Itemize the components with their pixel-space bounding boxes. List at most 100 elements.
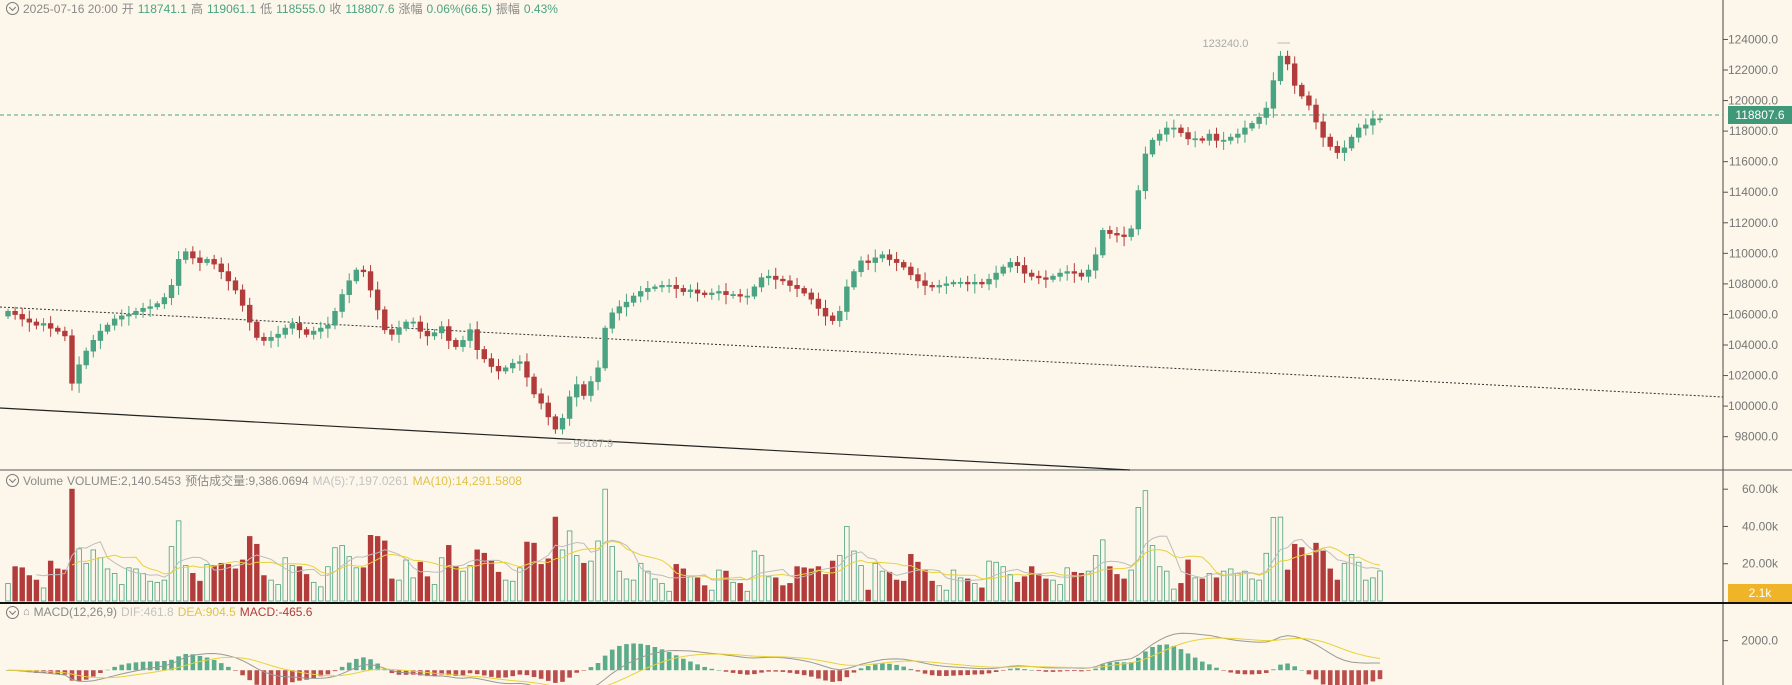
macd-bar bbox=[880, 663, 885, 671]
macd-bar bbox=[1086, 670, 1091, 671]
candle-body bbox=[225, 271, 232, 282]
price-tick-label: 122000.0 bbox=[1728, 63, 1778, 77]
candle-body bbox=[389, 329, 395, 335]
macd-bar bbox=[382, 668, 388, 671]
candle-body bbox=[1228, 136, 1234, 141]
candle-body bbox=[687, 289, 694, 292]
macd-bar bbox=[1249, 670, 1255, 675]
macd-bar bbox=[233, 670, 238, 671]
volume-bar bbox=[893, 579, 900, 602]
macd-bar bbox=[282, 670, 288, 685]
candle-body bbox=[147, 306, 153, 309]
candle-body bbox=[545, 402, 551, 418]
macd-bar bbox=[560, 670, 565, 682]
macd-bar bbox=[773, 670, 779, 672]
volume-bar bbox=[623, 578, 630, 602]
candle-body bbox=[872, 257, 878, 263]
macd-bar bbox=[361, 657, 366, 671]
volume-bar bbox=[161, 579, 168, 602]
volume-bar bbox=[630, 579, 637, 602]
volume-bar bbox=[1057, 584, 1063, 602]
candle-body bbox=[374, 289, 381, 311]
macd-value: MACD:-465.6 bbox=[239, 605, 313, 619]
low-value: 118555.0 bbox=[276, 1, 326, 16]
macd-bar bbox=[69, 670, 75, 681]
candle-body bbox=[794, 285, 800, 289]
trendline-dotted[interactable] bbox=[0, 306, 1724, 398]
volume-bar bbox=[1228, 568, 1234, 602]
volume-bar bbox=[901, 580, 907, 602]
candle-body bbox=[19, 314, 25, 320]
candle-body bbox=[595, 367, 601, 383]
macd-bar bbox=[901, 666, 907, 671]
volume-bar bbox=[431, 584, 438, 602]
candle-body bbox=[1327, 136, 1333, 147]
candle-body bbox=[1334, 145, 1341, 153]
volume-bar bbox=[1036, 574, 1042, 602]
candle-body bbox=[126, 314, 132, 317]
macd-bar bbox=[979, 670, 985, 675]
macd-bar bbox=[1072, 670, 1077, 672]
volume-bar bbox=[310, 581, 317, 602]
macd-bar bbox=[652, 646, 658, 671]
collapse-icon[interactable] bbox=[6, 2, 19, 15]
candle-body bbox=[673, 285, 679, 289]
volume-header: Volume VOLUME:2,140.5453 预估成交量:9,386.069… bbox=[6, 472, 522, 489]
macd-bar bbox=[1029, 670, 1034, 671]
volume-bar bbox=[55, 568, 61, 602]
candle-body bbox=[367, 271, 374, 291]
candle-body bbox=[218, 263, 224, 273]
macd-bar bbox=[1093, 668, 1098, 671]
macd-bar bbox=[737, 670, 743, 674]
price-tick-label: 120000.0 bbox=[1728, 94, 1778, 108]
macd-bar bbox=[503, 670, 508, 678]
macd-bar bbox=[567, 670, 572, 678]
macd-bar bbox=[1121, 662, 1127, 671]
candle-body bbox=[1320, 121, 1326, 138]
candle-body bbox=[1185, 132, 1191, 140]
volume-bar bbox=[1142, 490, 1149, 602]
candle-body bbox=[901, 262, 907, 268]
volume-bar bbox=[1377, 570, 1383, 602]
macd-bar bbox=[510, 670, 516, 677]
volume-bar bbox=[410, 577, 416, 602]
macd-bar bbox=[965, 670, 970, 676]
volume-bar bbox=[1199, 578, 1205, 602]
price-tick-label: 98000.0 bbox=[1735, 430, 1779, 444]
macd-line bbox=[7, 632, 1380, 685]
candle-body bbox=[97, 330, 104, 341]
volume-bar bbox=[858, 565, 864, 602]
candle-body bbox=[929, 285, 935, 288]
candle-body bbox=[1341, 147, 1348, 153]
macd-bar bbox=[659, 649, 665, 671]
volume-bar bbox=[510, 580, 516, 602]
macd-bar bbox=[794, 670, 800, 674]
volume-bar bbox=[872, 562, 878, 602]
candle-body bbox=[1213, 133, 1220, 141]
change-value: 0.06%(66.5) bbox=[426, 1, 492, 16]
macd-bar bbox=[858, 668, 864, 671]
close-value: 118807.6 bbox=[345, 1, 395, 16]
candle-body bbox=[908, 266, 914, 276]
candle-body bbox=[1142, 153, 1149, 192]
candle-body bbox=[1355, 127, 1362, 138]
volume-tick-label: 20.00k bbox=[1742, 557, 1779, 571]
candle-body bbox=[1128, 228, 1134, 237]
collapse-icon[interactable] bbox=[6, 605, 19, 619]
macd-bar bbox=[787, 670, 793, 673]
volume-bar bbox=[915, 561, 921, 602]
candle-body bbox=[1192, 138, 1198, 141]
candle-body bbox=[446, 326, 452, 341]
volume-bar bbox=[382, 540, 388, 602]
alert-icon[interactable]: ⌂ bbox=[23, 606, 30, 618]
candle-body bbox=[837, 310, 843, 321]
candle-body bbox=[197, 257, 203, 263]
collapse-icon[interactable] bbox=[6, 474, 19, 487]
volume-bar bbox=[879, 570, 886, 602]
trendline-solid[interactable] bbox=[0, 407, 1131, 471]
volume-bar bbox=[111, 573, 118, 602]
candle-body bbox=[474, 329, 480, 350]
macd-bar bbox=[1363, 670, 1369, 685]
candle-body bbox=[744, 295, 751, 298]
